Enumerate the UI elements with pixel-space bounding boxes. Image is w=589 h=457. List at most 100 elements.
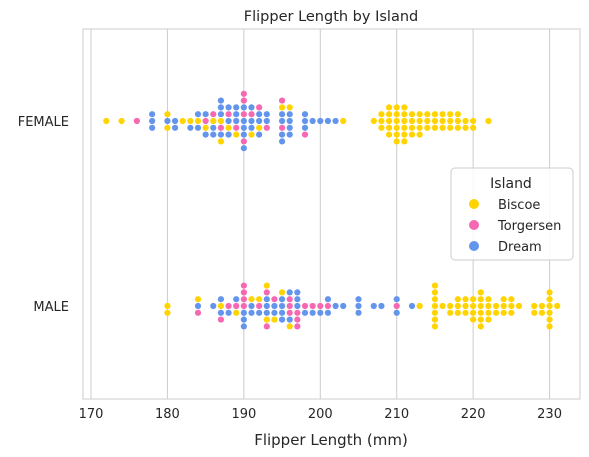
swarm-point-biscoe xyxy=(431,309,439,316)
swarm-point-biscoe xyxy=(103,117,110,125)
swarm-point-biscoe xyxy=(194,117,202,125)
swarm-point-biscoe xyxy=(233,309,240,316)
swarm-point-dream xyxy=(233,111,240,118)
swarm-point-torgersen xyxy=(309,302,316,310)
swarm-point-biscoe xyxy=(508,309,515,316)
swarm-point-dream xyxy=(171,117,179,125)
swarm-point-biscoe xyxy=(439,124,446,131)
swarm-point-dream xyxy=(286,316,293,323)
swarm-point-torgersen xyxy=(202,117,209,125)
swarm-point-biscoe xyxy=(401,117,408,125)
swarm-point-biscoe xyxy=(500,296,507,303)
x-tick-label: 210 xyxy=(384,407,409,422)
swarm-point-dream xyxy=(378,302,385,310)
swarm-point-biscoe xyxy=(477,323,484,330)
swarm-point-dream xyxy=(355,309,362,316)
swarm-point-biscoe xyxy=(401,111,408,118)
swarm-point-biscoe xyxy=(431,289,439,296)
swarm-point-dream xyxy=(294,289,301,296)
swarm-point-biscoe xyxy=(263,316,270,323)
swarm-point-dream xyxy=(309,117,316,125)
swarm-point-biscoe xyxy=(462,296,469,303)
swarm-point-dream xyxy=(240,117,247,125)
swarm-point-dream xyxy=(263,296,270,303)
swarm-point-dream xyxy=(233,296,240,303)
swarm-point-dream xyxy=(301,117,309,125)
swarm-point-biscoe xyxy=(439,117,446,125)
swarm-point-biscoe xyxy=(416,124,423,131)
swarm-point-biscoe xyxy=(256,296,263,303)
swarm-point-biscoe xyxy=(401,104,408,111)
swarm-point-dream xyxy=(194,124,202,131)
swarm-point-biscoe xyxy=(278,104,286,111)
swarm-point-biscoe xyxy=(194,296,202,303)
swarm-point-biscoe xyxy=(340,117,347,125)
swarm-point-biscoe xyxy=(378,124,385,131)
swarm-point-dream xyxy=(263,309,270,316)
swarm-point-dream xyxy=(294,296,301,303)
swarm-point-biscoe xyxy=(248,296,255,303)
swarm-point-biscoe xyxy=(492,302,500,310)
x-tick-label: 220 xyxy=(461,407,486,422)
swarm-point-dream xyxy=(202,111,209,118)
swarm-point-dream xyxy=(332,117,339,125)
swarm-point-biscoe xyxy=(431,282,439,289)
swarm-point-dream xyxy=(194,302,202,310)
swarm-point-biscoe xyxy=(485,316,492,323)
legend-title: Island xyxy=(490,176,532,192)
x-tick-label: 230 xyxy=(537,407,562,422)
swarm-point-torgersen xyxy=(233,124,240,131)
swarm-point-biscoe xyxy=(462,302,469,310)
swarm-point-biscoe xyxy=(477,296,484,303)
swarm-point-torgersen xyxy=(240,90,247,97)
swarm-point-biscoe xyxy=(263,282,270,289)
swarm-point-dream xyxy=(248,104,255,111)
y-tick-labels: FEMALE MALE xyxy=(18,115,69,315)
x-axis-label: Flipper Length (mm) xyxy=(254,431,408,449)
swarm-point-dream xyxy=(225,131,232,138)
swarm-point-biscoe xyxy=(385,111,393,118)
swarm-point-biscoe xyxy=(164,302,171,310)
swarm-point-biscoe xyxy=(248,131,255,138)
swarm-point-biscoe xyxy=(546,296,553,303)
swarm-point-torgersen xyxy=(217,124,225,131)
swarm-point-biscoe xyxy=(462,117,469,125)
swarm-point-biscoe xyxy=(378,117,385,125)
swarm-point-dream xyxy=(240,323,247,330)
swarm-point-biscoe xyxy=(424,124,431,131)
swarm-point-dream xyxy=(317,117,324,125)
swarm-point-biscoe xyxy=(378,111,385,118)
swarm-point-torgersen xyxy=(278,124,286,131)
swarm-point-biscoe xyxy=(164,111,171,118)
swarm-point-biscoe xyxy=(477,289,484,296)
legend-marker-torgersen xyxy=(469,220,479,230)
swarm-point-biscoe xyxy=(470,117,477,125)
swarm-point-biscoe xyxy=(187,117,194,125)
swarm-point-dream xyxy=(210,302,217,310)
swarm-point-biscoe xyxy=(477,316,484,323)
swarm-point-biscoe xyxy=(454,296,461,303)
swarm-point-torgersen xyxy=(225,111,232,118)
swarm-point-biscoe xyxy=(431,302,439,310)
swarm-point-dream xyxy=(149,124,156,131)
swarm-point-dream xyxy=(210,131,217,138)
swarm-point-dream xyxy=(256,111,263,118)
swarm-point-biscoe xyxy=(210,117,217,125)
swarm-point-torgersen xyxy=(133,117,140,125)
swarm-point-biscoe xyxy=(454,124,461,131)
x-tick-label: 180 xyxy=(155,407,180,422)
swarm-point-biscoe xyxy=(447,309,454,316)
swarm-point-biscoe xyxy=(470,316,477,323)
swarm-point-biscoe xyxy=(485,117,492,125)
swarm-point-biscoe xyxy=(447,117,454,125)
swarm-point-biscoe xyxy=(470,296,477,303)
swarm-point-dream xyxy=(278,111,286,118)
swarm-point-biscoe xyxy=(393,124,400,131)
swarm-point-biscoe xyxy=(401,138,408,145)
swarm-point-dream xyxy=(294,302,301,310)
swarm-point-biscoe xyxy=(454,117,461,125)
swarm-point-torgersen xyxy=(263,323,270,330)
swarm-point-dream xyxy=(202,131,209,138)
swarm-point-biscoe xyxy=(408,131,416,138)
